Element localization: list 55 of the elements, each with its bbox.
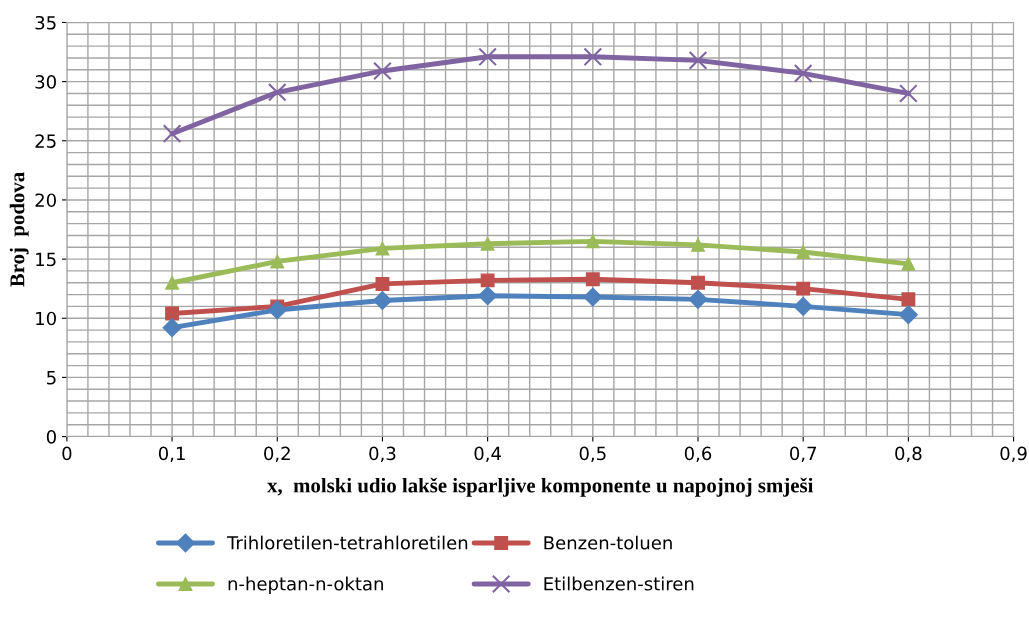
point: [688, 289, 708, 309]
y-tick-label: 30: [35, 75, 56, 89]
y-tick-label: 20: [35, 193, 56, 208]
point: [375, 276, 390, 291]
point: [793, 63, 813, 83]
point: [899, 84, 918, 103]
legend-label: Benzen-toluen: [544, 535, 672, 550]
point: [165, 275, 180, 290]
point: [796, 281, 811, 296]
point: [901, 292, 916, 307]
point: [691, 275, 705, 290]
y-tick-label: 25: [35, 134, 56, 148]
x-tick-label: 0,9: [1000, 446, 1027, 463]
point: [267, 300, 287, 320]
y-tick-label: 0: [46, 430, 56, 444]
x-tick-label: 0,7: [790, 446, 817, 463]
point: [478, 47, 498, 67]
y-tick-label: 35: [35, 15, 56, 30]
x-tick-label: 0,3: [369, 446, 396, 463]
x-tick-label: 0,5: [579, 446, 606, 463]
y-tick-label: 15: [36, 252, 56, 267]
legend-label: n-heptan-n-oktan: [228, 576, 383, 595]
y-tick-label: 10: [36, 311, 56, 326]
x-tick-label: 0,6: [684, 446, 712, 463]
point: [793, 296, 813, 316]
point: [585, 272, 600, 287]
x-tick-label: 0,2: [264, 446, 290, 463]
x-tick-label: 0,4: [474, 446, 501, 463]
point: [688, 50, 708, 70]
point: [162, 318, 182, 338]
point: [583, 287, 603, 307]
x-tick-label: 0,1: [158, 446, 185, 463]
point: [796, 245, 811, 259]
point: [373, 61, 392, 81]
legend-label: Trihloretilen-tetrahloretilen: [226, 535, 468, 550]
point: [478, 286, 498, 306]
x-axis-title: x, molski udio lakše isparljive komponente u napojnoj smješi: [267, 477, 814, 497]
point: [901, 256, 916, 271]
point: [165, 306, 180, 321]
point: [480, 236, 495, 251]
x-tick-label: 0,8: [895, 446, 922, 463]
y-axis-title: Broj podova: [9, 172, 29, 287]
point: [372, 290, 392, 311]
legend-label: Etilbenzen-stiren: [544, 576, 694, 591]
point: [585, 234, 600, 249]
point: [267, 82, 287, 102]
y-tick-label: 5: [47, 371, 56, 385]
point: [375, 241, 390, 256]
point: [898, 305, 918, 325]
point: [480, 273, 495, 288]
x-tick-label: 0: [62, 446, 72, 461]
point: [270, 254, 285, 269]
point: [583, 47, 603, 67]
point: [162, 124, 182, 144]
point: [691, 237, 705, 252]
